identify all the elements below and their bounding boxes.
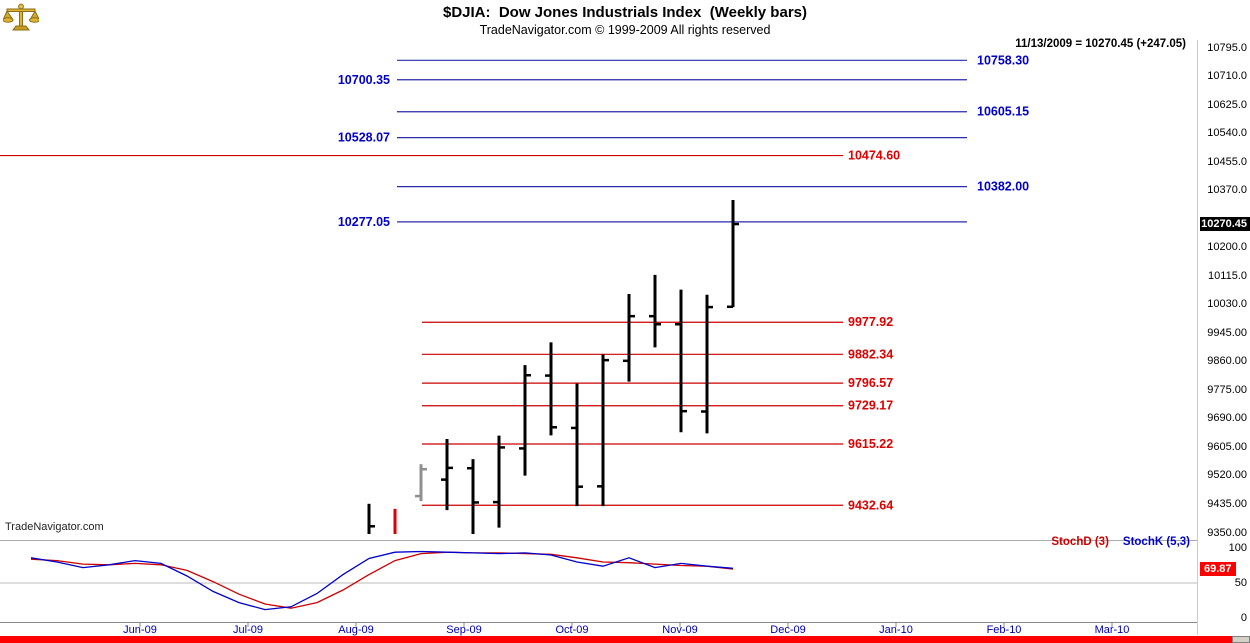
x-axis-month-label: Jun-09: [123, 624, 157, 636]
price-axis-tick: 10625.0: [1207, 98, 1247, 111]
x-axis-month-label: Aug-09: [338, 624, 374, 636]
ohlc-bar: [493, 435, 505, 528]
ohlc-bar: [701, 294, 713, 434]
level-price-label-red: 10474.60: [848, 149, 900, 163]
stochk-line: [30, 550, 734, 611]
price-axis-tick: 9860.00: [1207, 355, 1247, 368]
level-price-label-red: 9977.92: [848, 315, 893, 329]
x-axis-month-label: Mar-10: [1094, 624, 1130, 636]
price-axis-tick: 9350.00: [1207, 526, 1247, 539]
ohlc-bar: [675, 289, 687, 433]
stoch-axis-tick: 50: [1234, 576, 1247, 589]
ohlc-bar: [571, 383, 583, 507]
price-axis-tick: 10455.0: [1207, 155, 1247, 168]
ohlc-bar: [727, 200, 739, 309]
trade-navigator-logo scales-icon: [2, 2, 40, 36]
x-axis-month-label: Jul-09: [233, 624, 263, 636]
price-axis-tick: 10200.0: [1207, 241, 1247, 254]
level-price-label-blue: 10277.05: [338, 215, 390, 229]
x-axis-month-label: Sep-09: [446, 624, 482, 636]
indicator-legend: StochD (3) StochK (5,3): [1051, 536, 1190, 548]
level-price-label-red: 9729.17: [848, 399, 893, 413]
ohlc-bar: [519, 365, 531, 476]
ohlc-bar: [597, 354, 609, 507]
x-axis-month-label: Dec-09: [770, 624, 806, 636]
level-price-label-red: 9615.22: [848, 437, 893, 451]
level-price-label-blue: 10605.15: [977, 105, 1029, 119]
price-axis-tick: 10030.0: [1207, 298, 1247, 311]
price-axis-tick: 10370.0: [1207, 184, 1247, 197]
price-axis: 10270.45 69.87 10795.0 10710.0 10625.0 1054…: [1200, 0, 1250, 643]
level-price-label-blue: 10700.35: [338, 73, 390, 87]
x-axis-month-label: Jan-10: [879, 624, 913, 636]
horizontal-scrollbar-thumb[interactable]: [0, 636, 1232, 643]
price-axis-tick: 9945.00: [1207, 326, 1247, 339]
ohlc-bar: [623, 294, 635, 382]
x-axis-month-label: Oct-09: [555, 624, 589, 636]
price-axis-tick: 10540.0: [1207, 127, 1247, 140]
ohlc-bar: [441, 439, 453, 511]
price-axis-tick: 9435.00: [1207, 497, 1247, 510]
ohlc-bar: [649, 274, 661, 348]
level-price-label-blue: 10758.30: [977, 53, 1029, 67]
x-axis-month-label: Feb-10: [986, 624, 1022, 636]
price-axis-tick: 9775.00: [1207, 383, 1247, 396]
current-price-highlight: 10270.45: [1200, 217, 1250, 232]
last-quote-readout: 11/13/2009 = 10270.45 (+247.05): [1015, 38, 1186, 50]
price-bars-group: [367, 200, 739, 534]
stochd-label[interactable]: StochD (3): [1051, 536, 1109, 548]
scrollbar-corner-button[interactable]: [1232, 636, 1250, 643]
price-axis-tick: 10115.0: [1208, 269, 1247, 282]
price-axis-tick: 10710.0: [1207, 70, 1247, 83]
x-axis: Jun-09 Jul-09 Aug-09 Sep-09 Oct-09 Nov-09 Dec-…: [0, 624, 1250, 636]
stochk-label[interactable]: StochK (5,3): [1122, 536, 1190, 548]
ohlc-bar: [467, 459, 479, 534]
ohlc-bar: [415, 464, 427, 502]
ohlc-bar: [545, 342, 557, 436]
watermark-text: TradeNavigator.com: [5, 521, 104, 533]
chart-title: $DJIA: Dow Jones Industrials Index (Week…: [443, 4, 807, 21]
price-axis-tick: 10795.0: [1207, 41, 1247, 54]
level-price-label-red: 9882.34: [848, 347, 893, 361]
stoch-value-badge: 69.87: [1200, 562, 1236, 577]
level-price-label-blue: 10382.00: [977, 180, 1029, 194]
ohlc-bar: [367, 503, 375, 534]
copyright-subtitle: TradeNavigator.com © 1999-2009 All right…: [479, 23, 771, 37]
level-price-label-blue: 10528.07: [338, 131, 390, 145]
stoch-axis-tick: 100: [1228, 541, 1247, 554]
level-price-label-red: 9796.57: [848, 376, 893, 390]
ohlc-bar: [393, 508, 397, 534]
x-axis-month-label: Nov-09: [662, 624, 698, 636]
level-price-label-red: 9432.64: [848, 498, 893, 512]
stoch-axis-tick: 0: [1240, 611, 1247, 624]
price-axis-tick: 9520.00: [1207, 469, 1247, 482]
price-axis-tick: 9605.00: [1207, 440, 1247, 453]
price-axis-tick: 9690.00: [1207, 412, 1247, 425]
